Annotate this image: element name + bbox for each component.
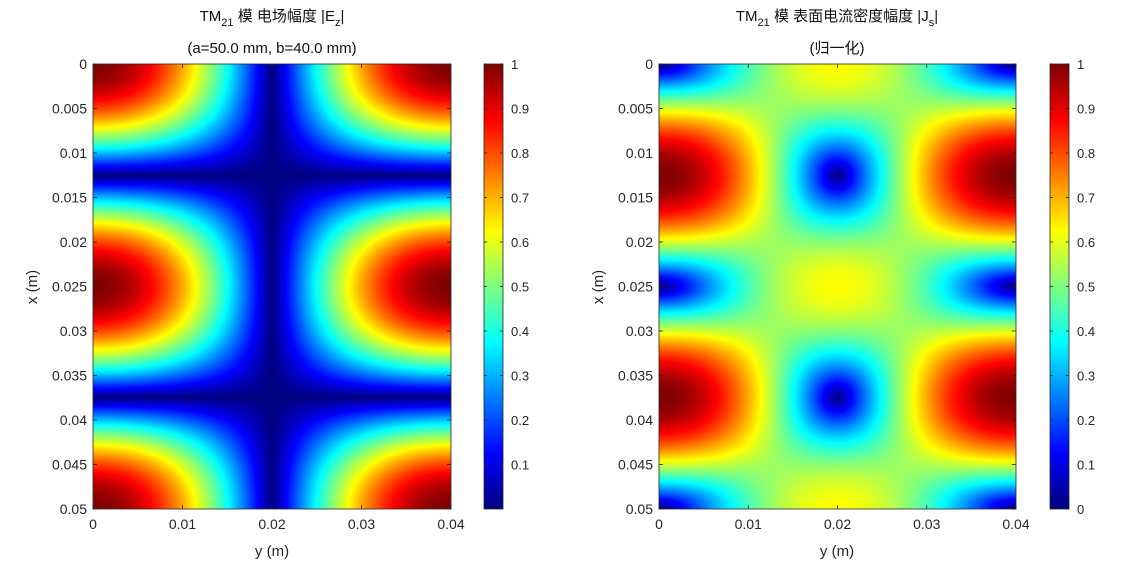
colorbar-tick-label: 0.2 <box>1077 413 1095 428</box>
chart1-colorbar-ticks: 0.1 0.2 0.3 0.4 0.5 0.6 0.7 0.8 0.9 1 <box>484 57 529 473</box>
y-tick-label: 0.05 <box>626 501 653 517</box>
chart2-colorbar <box>1050 64 1069 509</box>
chart2-subtitle: (归一化) <box>810 40 865 57</box>
y-tick-label: 0.045 <box>618 457 653 473</box>
chart2-ylabel: x (m) <box>590 270 607 304</box>
chart1-heatmap <box>93 64 451 509</box>
chart1-colorbar <box>484 64 503 509</box>
y-tick-label: 0 <box>79 56 87 72</box>
colorbar-tick-label: 0.4 <box>511 324 529 339</box>
colorbar-tick-label: 0.9 <box>511 102 529 117</box>
colorbar-tick-label: 0.7 <box>1077 191 1095 206</box>
y-tick-label: 0.005 <box>618 101 653 117</box>
colorbar-tick-label: 1 <box>511 57 518 72</box>
y-tick-label: 0.015 <box>618 190 653 206</box>
y-tick-label: 0.025 <box>52 279 87 295</box>
colorbar-tick-label: 0.1 <box>511 458 529 473</box>
y-tick-label: 0.05 <box>60 501 87 517</box>
colorbar-tick-label: 0.2 <box>511 413 529 428</box>
x-tick-label: 0 <box>89 516 97 532</box>
y-tick-label: 0 <box>645 56 653 72</box>
colorbar-tick-label: 0.5 <box>511 280 529 295</box>
x-tick-label: 0.04 <box>1002 516 1029 532</box>
y-tick-label: 0.015 <box>52 190 87 206</box>
colorbar-tick-label: 0.1 <box>1077 458 1095 473</box>
chart2-heatmap <box>659 64 1016 509</box>
x-tick-label: 0.01 <box>735 516 762 532</box>
colorbar-tick-label: 0.5 <box>1077 280 1095 295</box>
chart2-axes: 0 0.01 0.02 0.03 0.04 0 0.005 0.01 0.015 0.02 0.02… <box>618 56 1030 532</box>
y-tick-label: 0.01 <box>626 145 653 161</box>
chart1-title: TM21 模 电场幅度 |Ez| <box>200 8 345 29</box>
y-tick-label: 0.03 <box>60 323 87 339</box>
y-tick-label: 0.03 <box>626 323 653 339</box>
chart-surface-current: TM21 模 表面电流密度幅度 |Js| (归一化) 0 0.01 0.02 0.03… <box>590 8 1095 560</box>
colorbar-tick-label: 0.7 <box>511 191 529 206</box>
chart1-axes: 0 0.01 0.02 0.03 0.04 0 0.005 0.01 0.015 0.02 0.02… <box>52 56 465 532</box>
y-tick-label: 0.01 <box>60 145 87 161</box>
y-tick-label: 0.035 <box>618 368 653 384</box>
x-tick-label: 0.02 <box>824 516 851 532</box>
y-tick-label: 0.035 <box>52 368 87 384</box>
y-tick-label: 0.02 <box>60 234 87 250</box>
chart1-subtitle: (a=50.0 mm, b=40.0 mm) <box>187 40 356 57</box>
chart-electric-field: TM21 模 电场幅度 |Ez| (a=50.0 mm, b=40.0 mm) … <box>24 8 529 560</box>
colorbar-tick-label: 0 <box>1077 502 1084 517</box>
colorbar-tick-label: 0.9 <box>1077 102 1095 117</box>
y-tick-label: 0.02 <box>626 234 653 250</box>
colorbar-tick-label: 1 <box>1077 57 1084 72</box>
chart2-colorbar-ticks: 0 0.1 0.2 0.3 0.4 0.5 0.6 0.7 0.8 0.9 1 <box>1050 57 1095 517</box>
y-tick-label: 0.04 <box>626 412 653 428</box>
x-tick-label: 0.02 <box>258 516 285 532</box>
colorbar-tick-label: 0.8 <box>1077 146 1095 161</box>
colorbar-tick-label: 0.3 <box>511 369 529 384</box>
chart1-xlabel: y (m) <box>255 543 289 560</box>
colorbar-tick-label: 0.3 <box>1077 369 1095 384</box>
x-tick-label: 0.04 <box>437 516 464 532</box>
colorbar-tick-label: 0.8 <box>511 146 529 161</box>
colorbar-tick-label: 0.6 <box>1077 235 1095 250</box>
y-tick-label: 0.045 <box>52 457 87 473</box>
colorbar-tick-label: 0.6 <box>511 235 529 250</box>
x-tick-label: 0 <box>655 516 663 532</box>
x-tick-label: 0.03 <box>348 516 375 532</box>
x-tick-label: 0.01 <box>169 516 196 532</box>
chart1-ylabel: x (m) <box>24 270 41 304</box>
chart2-title: TM21 模 表面电流密度幅度 |Js| <box>736 8 938 29</box>
y-tick-label: 0.04 <box>60 412 87 428</box>
chart2-xlabel: y (m) <box>820 543 854 560</box>
y-tick-label: 0.005 <box>52 101 87 117</box>
x-tick-label: 0.03 <box>913 516 940 532</box>
colorbar-tick-label: 0.4 <box>1077 324 1095 339</box>
y-tick-label: 0.025 <box>618 279 653 295</box>
